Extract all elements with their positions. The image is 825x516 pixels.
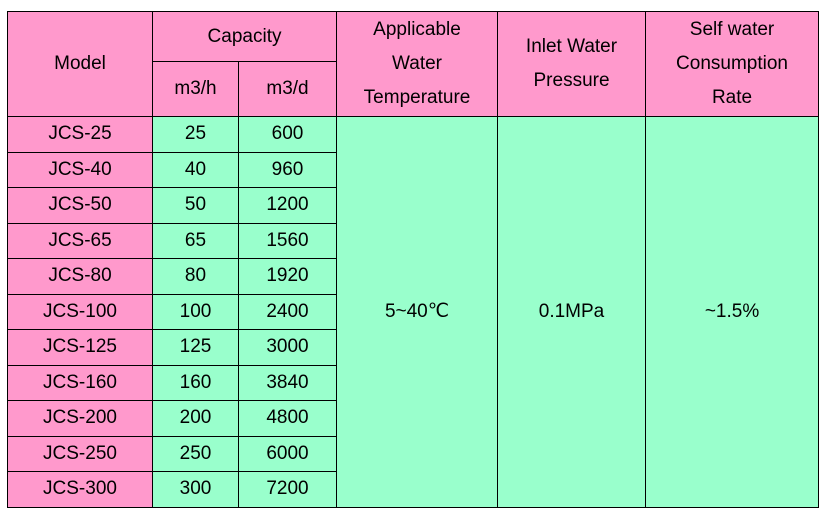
per-hour-cell: 250 xyxy=(152,435,239,472)
header-consumption-line: Rate xyxy=(711,87,753,108)
header-temperature: Applicable Water Temperature xyxy=(336,11,499,117)
table-row: JCS-125 125 3000 xyxy=(7,329,819,366)
model-cell: JCS-300 xyxy=(7,471,153,508)
unit-text: /h xyxy=(200,78,217,99)
table-row: JCS-200 200 4800 xyxy=(7,400,819,437)
model-cell: JCS-160 xyxy=(7,364,153,401)
per-day-cell: 3840 xyxy=(237,364,338,401)
header-capacity: Capacity xyxy=(151,11,338,62)
model-cell: JCS-25 xyxy=(7,116,153,153)
table-row: JCS-160 160 3840 xyxy=(7,364,819,401)
per-day-cell: 1200 xyxy=(237,187,338,224)
spec-table: Model Capacity Applicable Water Temperat… xyxy=(7,11,820,508)
table-row: JCS-300 300 7200 xyxy=(7,471,819,508)
table-row: JCS-40 40 960 xyxy=(7,151,819,188)
per-day-cell: 600 xyxy=(237,116,338,153)
header-consumption-line: Self water xyxy=(689,19,775,40)
header-pressure: Inlet Water Pressure xyxy=(497,11,647,117)
header-model: Model xyxy=(7,11,153,117)
pressure-cell: 0.1MPa xyxy=(497,116,647,508)
header-temperature-line: Water xyxy=(392,53,442,74)
per-hour-cell: 25 xyxy=(152,116,239,153)
model-cell: JCS-40 xyxy=(7,151,153,188)
header-temperature-line: Temperature xyxy=(363,87,471,108)
unit-text: m xyxy=(174,78,191,99)
per-day-cell: 1560 xyxy=(237,222,338,259)
model-cell: JCS-100 xyxy=(7,293,153,330)
per-day-cell: 2400 xyxy=(237,293,338,330)
per-hour-cell: 65 xyxy=(152,222,239,259)
header-capacity-per-hour: m3/h xyxy=(152,61,239,117)
table-row: JCS-100 100 2400 xyxy=(7,293,819,330)
temperature-cell: 5~40℃ xyxy=(336,116,499,508)
header-consumption-line: Consumption xyxy=(676,53,788,74)
per-hour-cell: 100 xyxy=(152,293,239,330)
per-day-cell: 6000 xyxy=(237,435,338,472)
model-cell: JCS-50 xyxy=(7,187,153,224)
header-capacity-per-day: m3/d xyxy=(237,61,338,117)
per-hour-cell: 300 xyxy=(152,471,239,508)
table-row: JCS-25 25 600 5~40℃ 0.1MPa ~1.5% xyxy=(7,116,820,508)
model-cell: JCS-125 xyxy=(7,329,153,366)
table-row: JCS-50 50 1200 xyxy=(7,187,819,224)
model-cell: JCS-65 xyxy=(7,222,153,259)
per-hour-cell: 40 xyxy=(152,151,239,188)
per-day-cell: 960 xyxy=(237,151,338,188)
unit-text: /d xyxy=(292,78,309,99)
model-cell: JCS-80 xyxy=(7,258,153,295)
table-row: JCS-80 80 1920 xyxy=(7,258,819,295)
consumption-cell: ~1.5% xyxy=(645,116,820,508)
table-row: JCS-250 250 6000 xyxy=(7,435,819,472)
unit-superscript: 3 xyxy=(282,78,293,99)
per-hour-cell: 160 xyxy=(152,364,239,401)
per-day-cell: 7200 xyxy=(237,471,338,508)
per-hour-cell: 200 xyxy=(152,400,239,437)
model-cell: JCS-200 xyxy=(7,400,153,437)
header-consumption: Self water Consumption Rate xyxy=(645,11,820,117)
header-pressure-line: Pressure xyxy=(533,70,610,91)
per-hour-cell: 80 xyxy=(152,258,239,295)
per-day-cell: 4800 xyxy=(237,400,338,437)
per-hour-cell: 125 xyxy=(152,329,239,366)
table-body: JCS-25 25 600 5~40℃ 0.1MPa ~1.5% JCS-40 … xyxy=(7,116,820,508)
per-day-cell: 3000 xyxy=(237,329,338,366)
per-hour-cell: 50 xyxy=(152,187,239,224)
table-row: JCS-65 65 1560 xyxy=(7,222,819,259)
header-pressure-line: Inlet Water xyxy=(525,36,618,57)
unit-text: m xyxy=(266,78,283,99)
header-temperature-line: Applicable xyxy=(373,19,461,40)
unit-superscript: 3 xyxy=(190,78,201,99)
model-cell: JCS-250 xyxy=(7,435,153,472)
per-day-cell: 1920 xyxy=(237,258,338,295)
